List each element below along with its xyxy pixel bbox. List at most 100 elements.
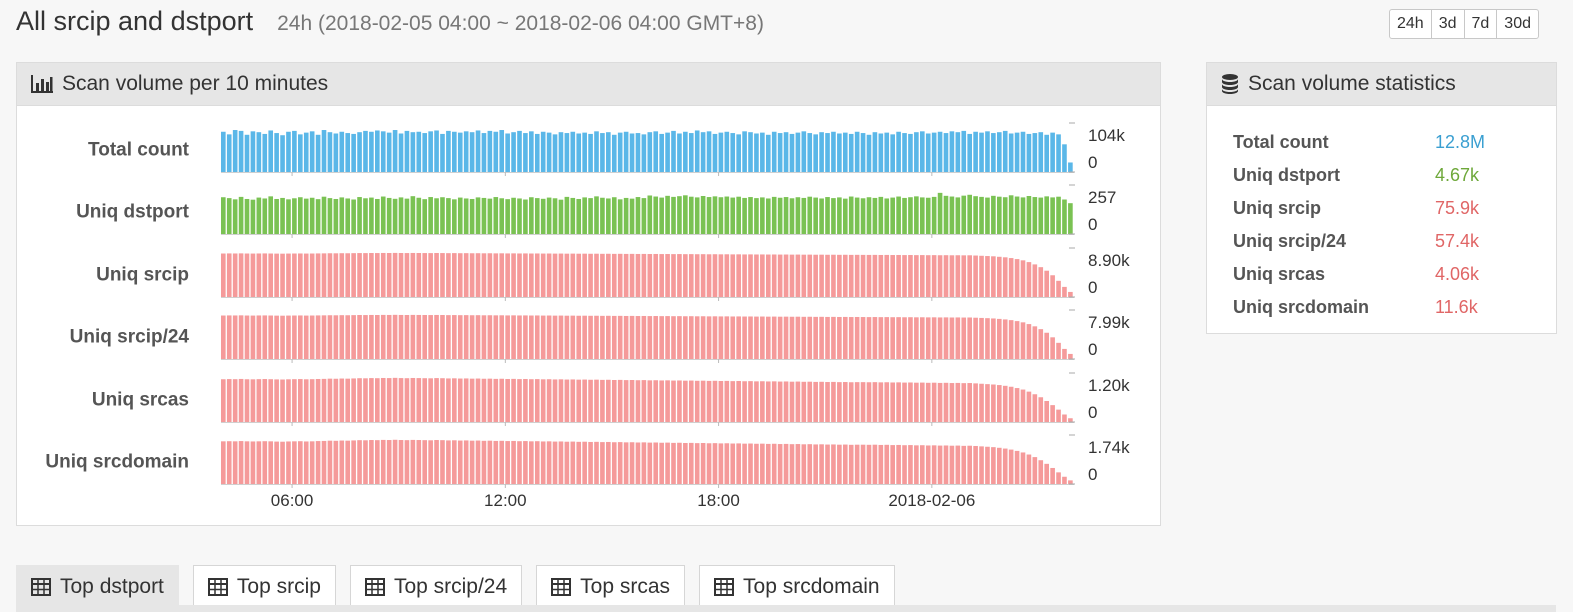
bar xyxy=(410,377,416,423)
bar xyxy=(931,132,937,173)
bar xyxy=(754,381,759,422)
bar xyxy=(280,197,285,234)
bar xyxy=(1050,275,1055,297)
bar xyxy=(357,315,362,359)
bar xyxy=(315,378,321,422)
bar xyxy=(736,443,741,484)
bar xyxy=(286,131,291,172)
bar xyxy=(434,314,439,359)
bar xyxy=(309,441,315,484)
bar xyxy=(985,256,990,297)
bar xyxy=(357,132,362,172)
bar xyxy=(386,253,392,297)
bar xyxy=(1008,320,1014,359)
bar xyxy=(369,440,374,484)
range-button-24h[interactable]: 24h xyxy=(1389,9,1432,39)
bar xyxy=(534,315,540,359)
bar xyxy=(582,441,587,484)
bar xyxy=(730,254,736,297)
bar xyxy=(274,198,279,234)
bar xyxy=(481,378,487,422)
bar xyxy=(238,130,244,172)
bar xyxy=(446,315,451,359)
bar xyxy=(825,444,830,484)
bar xyxy=(600,442,605,484)
bar xyxy=(404,440,410,484)
bar xyxy=(831,381,836,422)
bar xyxy=(392,439,398,484)
bar xyxy=(860,444,866,484)
bar xyxy=(404,130,410,172)
bar xyxy=(985,131,990,172)
range-button-7d[interactable]: 7d xyxy=(1463,9,1498,39)
bar xyxy=(623,442,629,484)
bar xyxy=(712,443,718,484)
bar xyxy=(1026,454,1032,484)
bar xyxy=(606,198,611,234)
bar xyxy=(327,440,333,484)
bar xyxy=(250,379,256,422)
bar xyxy=(813,444,818,484)
bar xyxy=(1002,385,1008,422)
bar xyxy=(611,315,617,359)
bar xyxy=(363,378,368,422)
bar xyxy=(534,379,540,422)
bar xyxy=(961,445,967,484)
bar xyxy=(582,253,587,297)
bar xyxy=(250,441,256,484)
bar xyxy=(564,253,570,297)
bar xyxy=(819,254,824,297)
bar xyxy=(902,445,907,484)
bar xyxy=(523,315,528,359)
bar xyxy=(611,380,617,422)
tab-top-srcip-24[interactable]: Top srcip/24 xyxy=(349,565,523,607)
bar xyxy=(380,252,386,297)
bar xyxy=(286,315,291,359)
tab-top-srcas[interactable]: Top srcas xyxy=(536,565,686,607)
bar xyxy=(783,316,789,359)
bar xyxy=(600,315,605,359)
bar xyxy=(268,130,274,172)
bar xyxy=(694,197,700,234)
range-button-3d[interactable]: 3d xyxy=(1430,9,1465,39)
bar xyxy=(807,381,813,422)
bar xyxy=(890,317,895,359)
bar xyxy=(357,378,362,422)
bar xyxy=(771,196,777,234)
tab-top-dstport[interactable]: Top dstport xyxy=(16,565,179,607)
tab-top-srcdomain[interactable]: Top srcdomain xyxy=(699,565,895,607)
bar xyxy=(688,133,694,172)
bar xyxy=(842,198,848,234)
bar xyxy=(754,198,759,234)
bar xyxy=(469,198,475,234)
bar xyxy=(1044,270,1049,297)
bar xyxy=(996,447,1002,484)
bar xyxy=(866,134,872,172)
bar xyxy=(345,440,351,484)
bar xyxy=(1020,322,1026,359)
bar xyxy=(617,442,623,484)
bar xyxy=(712,133,718,172)
bar xyxy=(292,315,297,359)
bar xyxy=(677,442,682,484)
bar xyxy=(564,441,570,484)
bar xyxy=(647,254,653,297)
bar xyxy=(872,197,878,234)
bar xyxy=(505,378,510,422)
bar xyxy=(499,440,505,484)
bar xyxy=(422,133,428,172)
bar xyxy=(949,255,955,297)
bar xyxy=(606,379,611,422)
tab-top-srcip[interactable]: Top srcip xyxy=(192,565,336,607)
bar xyxy=(724,316,730,359)
bar xyxy=(712,316,718,359)
bar xyxy=(854,197,860,234)
bar xyxy=(671,380,676,422)
bar xyxy=(452,378,457,422)
stat-label: Total count xyxy=(1233,132,1329,152)
range-button-30d[interactable]: 30d xyxy=(1496,9,1539,39)
bar xyxy=(552,441,558,484)
bar xyxy=(416,440,422,484)
bar xyxy=(446,130,451,172)
bar xyxy=(558,253,564,297)
